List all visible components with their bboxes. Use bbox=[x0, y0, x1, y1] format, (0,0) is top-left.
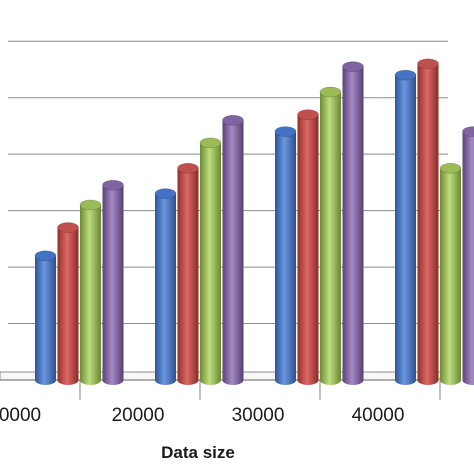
bar-cap bbox=[342, 61, 364, 72]
bar-cap bbox=[394, 69, 417, 81]
bar-cap bbox=[297, 109, 319, 120]
bar-cap bbox=[319, 86, 342, 98]
bar-body bbox=[177, 168, 199, 380]
bar-body bbox=[395, 75, 416, 380]
bar-cap bbox=[222, 114, 244, 126]
bar-series-2-30000 bbox=[297, 109, 319, 385]
bar-series-1-30000 bbox=[274, 126, 297, 385]
bar-cap bbox=[154, 188, 177, 199]
bar-cap bbox=[177, 162, 199, 174]
bar-body bbox=[155, 193, 176, 380]
bar-cap bbox=[439, 162, 462, 174]
bar-body bbox=[102, 185, 124, 380]
bar-body bbox=[462, 131, 474, 380]
bar-series-1-40000 bbox=[394, 69, 417, 385]
bar-body bbox=[35, 255, 56, 380]
bar-series-1-10000 bbox=[34, 250, 57, 385]
bar-cap bbox=[79, 199, 102, 211]
bar-series-3-10000 bbox=[79, 199, 102, 385]
bar-body bbox=[200, 142, 221, 380]
x-tick-label: 40000 bbox=[352, 405, 405, 426]
bar-body bbox=[80, 204, 101, 380]
bar-cap bbox=[417, 58, 439, 70]
bar-cap bbox=[102, 179, 124, 191]
bar-cap bbox=[199, 137, 222, 149]
bar-cap bbox=[57, 222, 79, 233]
bar-body bbox=[275, 131, 296, 380]
bar-series-2-10000 bbox=[57, 222, 79, 385]
x-tick-label: 0000 bbox=[0, 405, 41, 426]
bar-series-2-20000 bbox=[177, 162, 199, 385]
bar-cap bbox=[274, 126, 297, 137]
bar-body bbox=[57, 227, 79, 380]
bar-body bbox=[320, 92, 341, 381]
bar-cap bbox=[462, 126, 474, 137]
bars bbox=[34, 58, 474, 385]
bar-body bbox=[342, 66, 364, 380]
bar-series-1-20000 bbox=[154, 188, 177, 385]
bar-cap bbox=[34, 250, 57, 262]
bar-body bbox=[297, 114, 319, 380]
x-tick-label: 30000 bbox=[232, 405, 285, 426]
bar-body bbox=[440, 168, 461, 380]
bar-series-4-40000 bbox=[462, 126, 474, 385]
bar-series-3-40000 bbox=[439, 162, 462, 385]
bar-series-4-10000 bbox=[102, 179, 124, 385]
x-tick-labels: 0000 20000 30000 40000 bbox=[0, 405, 404, 426]
bar-series-3-20000 bbox=[199, 137, 222, 385]
bar-series-4-30000 bbox=[342, 61, 364, 385]
x-tick-label: 20000 bbox=[112, 405, 165, 426]
bar-body bbox=[417, 63, 439, 381]
bar-series-4-20000 bbox=[222, 114, 244, 385]
x-axis-title: Data size bbox=[161, 443, 235, 462]
bar-series-3-30000 bbox=[319, 86, 342, 385]
bar-body bbox=[222, 120, 244, 381]
bar-series-2-40000 bbox=[417, 58, 439, 385]
